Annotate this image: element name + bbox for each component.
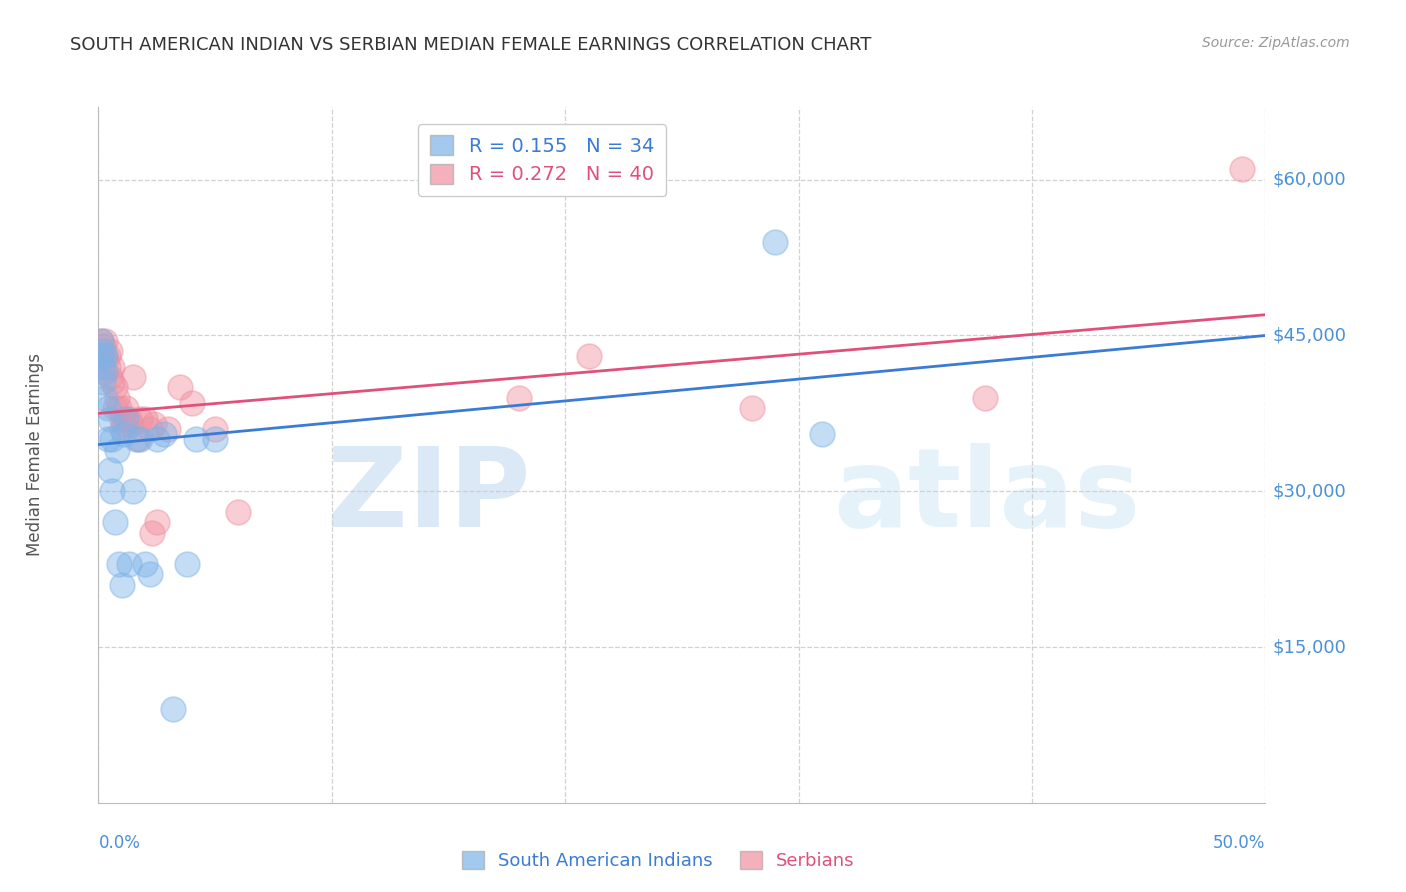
Point: [98, 463, 121, 477]
Point: [176, 557, 198, 571]
Point: [90, 334, 112, 348]
Text: $30,000: $30,000: [1272, 483, 1346, 500]
Point: [97, 349, 120, 363]
Point: [141, 525, 163, 540]
Point: [125, 433, 148, 447]
Point: [127, 433, 149, 447]
Text: 0.0%: 0.0%: [98, 834, 141, 852]
Point: [112, 427, 135, 442]
Point: [91, 339, 114, 353]
Point: [90, 349, 112, 363]
Point: [94, 349, 117, 363]
Point: [139, 567, 162, 582]
Text: 50.0%: 50.0%: [1213, 834, 1265, 852]
Point: [105, 391, 128, 405]
Point: [98, 370, 121, 384]
Text: ZIP: ZIP: [326, 443, 530, 550]
Point: [134, 411, 156, 425]
Point: [97, 401, 120, 416]
Point: [97, 433, 120, 447]
Text: Median Female Earnings: Median Female Earnings: [27, 353, 44, 557]
Point: [111, 422, 134, 436]
Point: [105, 442, 128, 457]
Point: [146, 433, 169, 447]
Point: [104, 380, 127, 394]
Point: [1230, 162, 1253, 177]
Point: [204, 422, 226, 436]
Point: [94, 334, 117, 348]
Point: [811, 427, 834, 442]
Point: [143, 417, 166, 431]
Point: [118, 411, 141, 425]
Point: [180, 396, 202, 410]
Point: [91, 359, 114, 374]
Point: [122, 484, 145, 499]
Point: [146, 516, 169, 530]
Point: [112, 417, 135, 431]
Point: [578, 349, 600, 363]
Point: [104, 516, 127, 530]
Point: [120, 417, 142, 431]
Point: [741, 401, 763, 416]
Point: [162, 702, 184, 716]
Point: [118, 557, 141, 571]
Point: [115, 401, 138, 416]
Text: SOUTH AMERICAN INDIAN VS SERBIAN MEDIAN FEMALE EARNINGS CORRELATION CHART: SOUTH AMERICAN INDIAN VS SERBIAN MEDIAN …: [70, 36, 872, 54]
Point: [134, 557, 156, 571]
Point: [101, 484, 124, 499]
Legend: South American Indians, Serbians: South American Indians, Serbians: [456, 844, 862, 877]
Point: [108, 401, 131, 416]
Point: [91, 349, 114, 363]
Point: [115, 411, 138, 425]
Point: [94, 349, 117, 363]
Text: $15,000: $15,000: [1272, 638, 1347, 656]
Point: [115, 411, 138, 425]
Point: [186, 433, 208, 447]
Point: [157, 422, 180, 436]
Point: [90, 334, 112, 348]
Point: [91, 344, 114, 359]
Point: [152, 427, 174, 442]
Point: [122, 370, 145, 384]
Point: [228, 505, 250, 519]
Point: [129, 411, 152, 425]
Point: [108, 557, 131, 571]
Point: [91, 376, 114, 390]
Text: atlas: atlas: [834, 443, 1142, 550]
Point: [94, 365, 117, 379]
Point: [101, 433, 124, 447]
Point: [974, 391, 997, 405]
Point: [139, 422, 162, 436]
Point: [98, 411, 121, 425]
Point: [129, 433, 152, 447]
Point: [101, 376, 124, 390]
Text: Source: ZipAtlas.com: Source: ZipAtlas.com: [1202, 36, 1350, 50]
Point: [94, 391, 117, 405]
Point: [111, 411, 134, 425]
Text: $60,000: $60,000: [1272, 170, 1346, 189]
Point: [169, 380, 191, 394]
Point: [97, 359, 120, 374]
Point: [98, 344, 121, 359]
Point: [508, 391, 530, 405]
Text: $45,000: $45,000: [1272, 326, 1347, 344]
Point: [763, 235, 786, 249]
Point: [111, 578, 134, 592]
Point: [101, 359, 124, 374]
Point: [104, 401, 127, 416]
Point: [204, 433, 226, 447]
